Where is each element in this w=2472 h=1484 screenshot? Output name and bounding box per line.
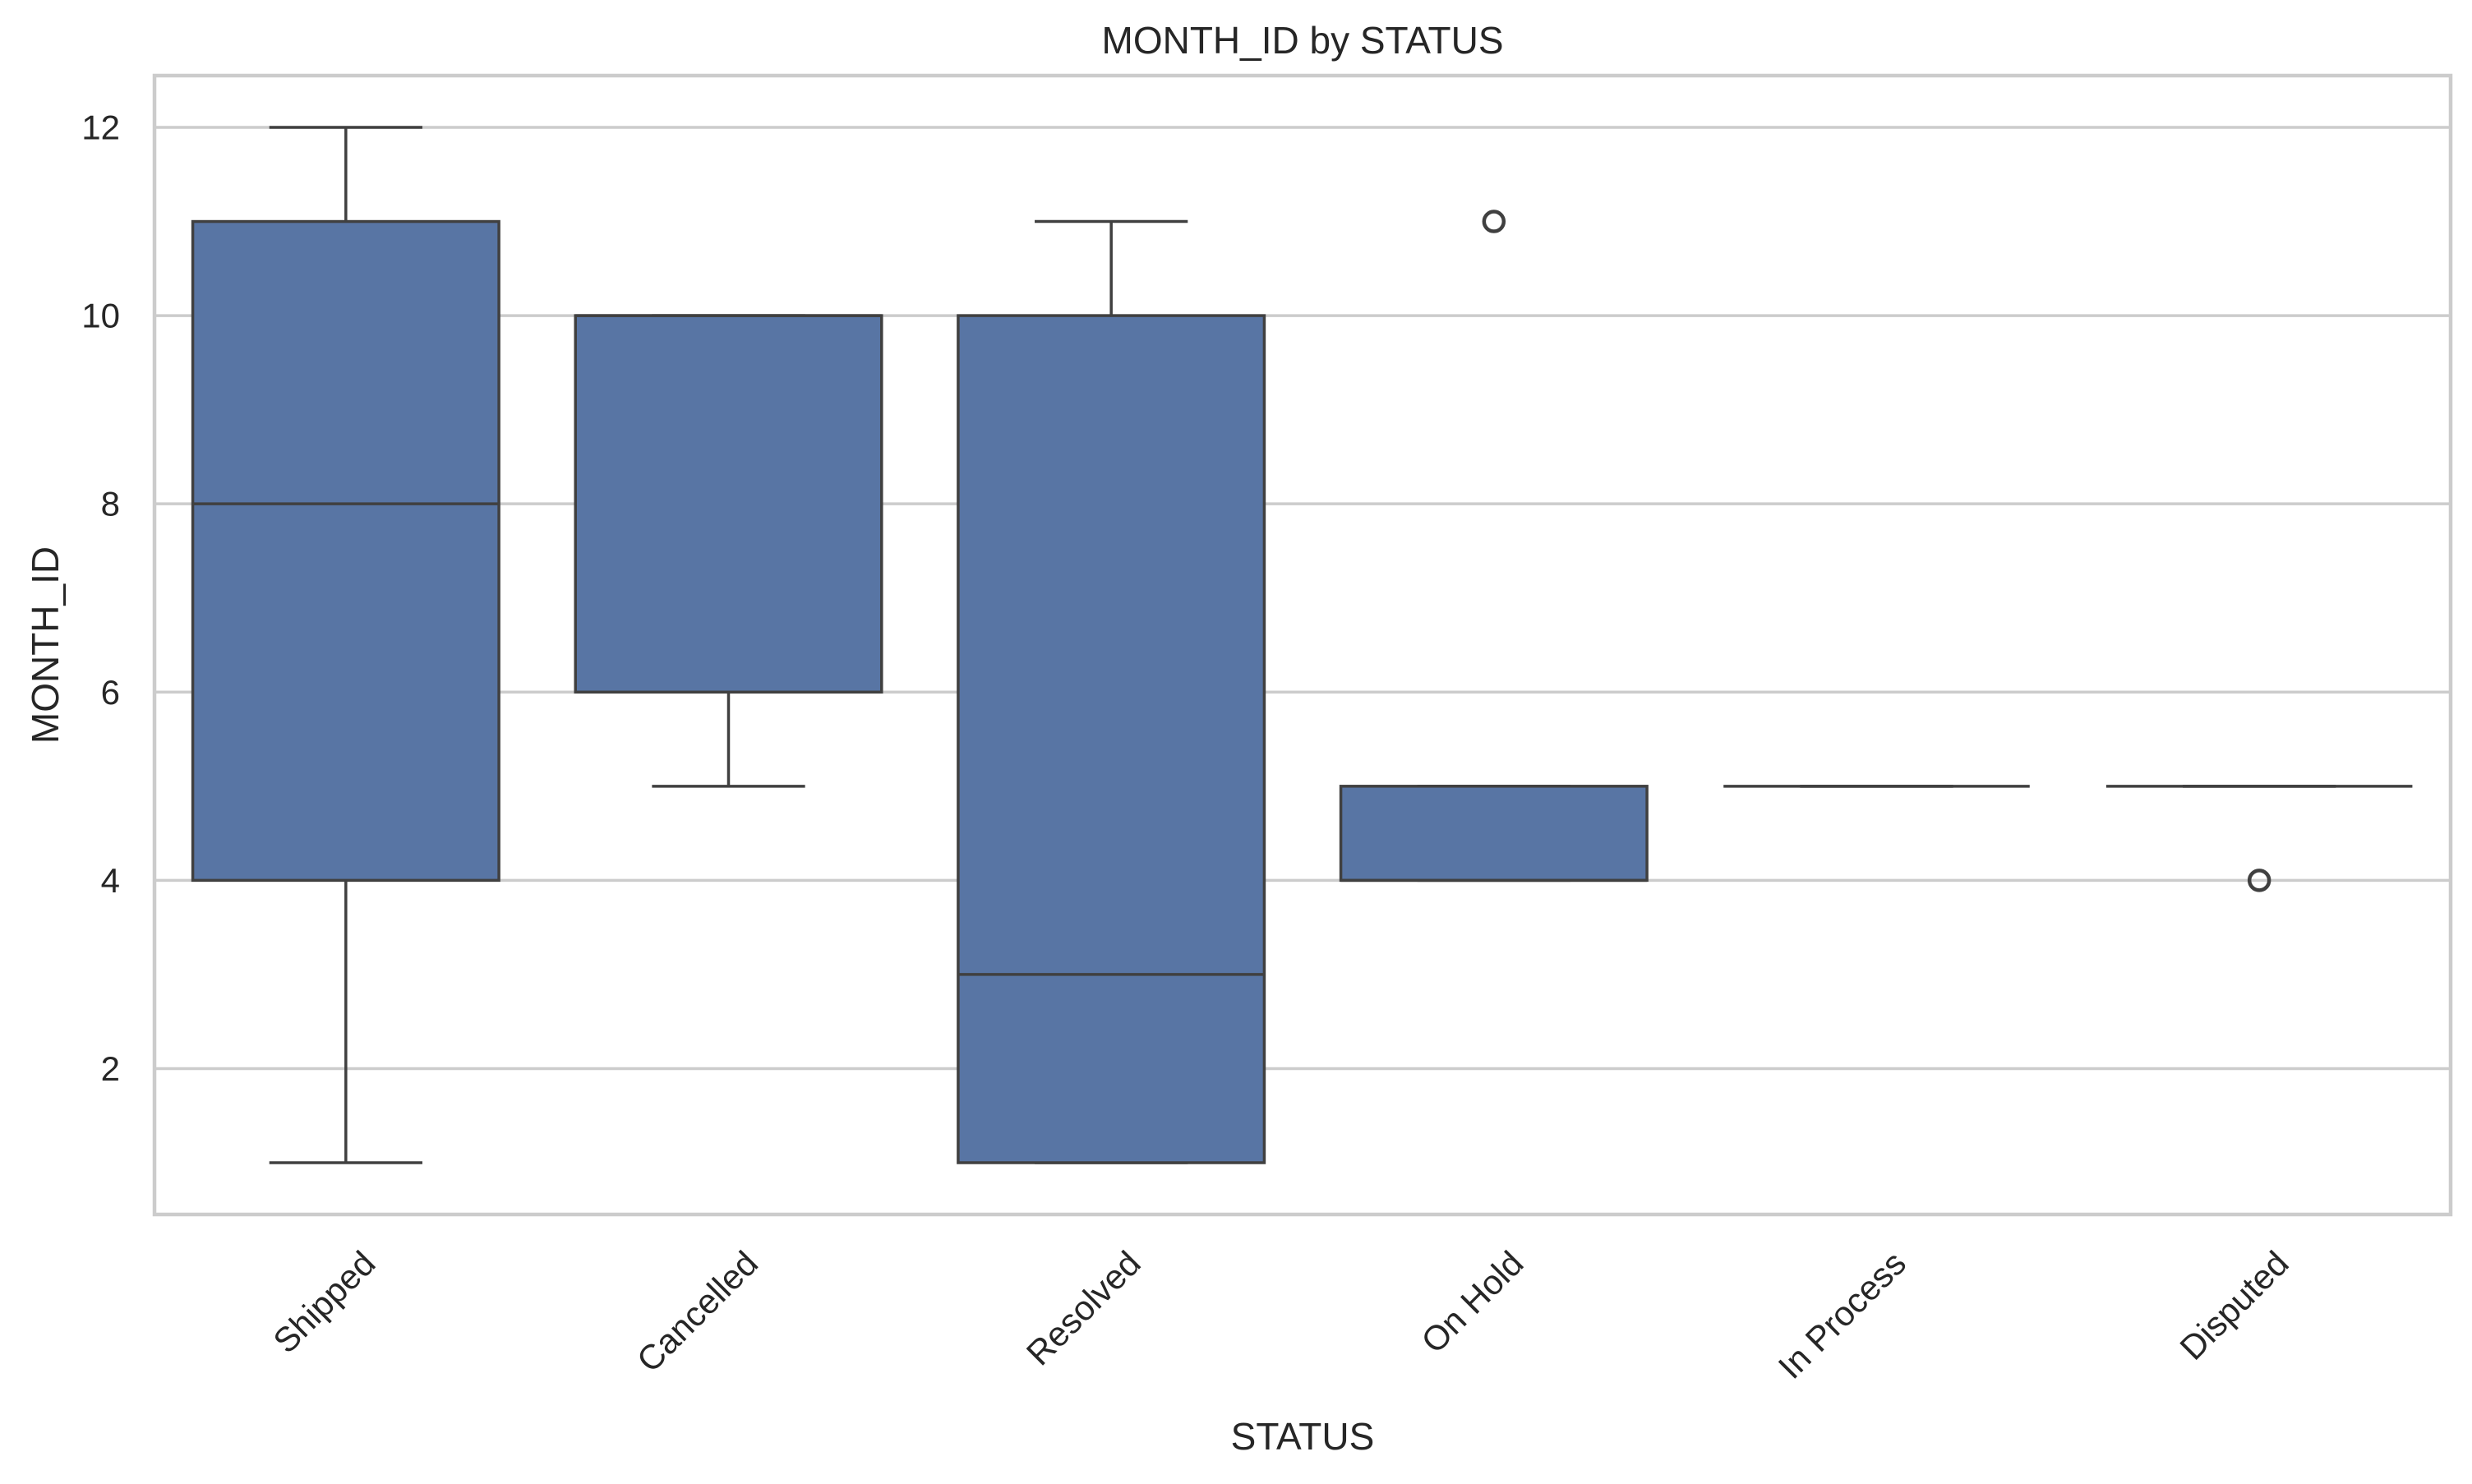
plot-frame [152, 73, 2453, 1217]
box-group-shipped [191, 126, 500, 1164]
y-tick-label: 10 [81, 297, 120, 335]
y-tick-label: 6 [101, 673, 120, 712]
box-group-cancelled [574, 314, 883, 788]
y-axis-ticks: 2 4 6 8 10 12 [81, 108, 120, 1088]
outlier-point [2247, 869, 2271, 892]
y-tick-label: 2 [101, 1049, 120, 1088]
box-body [574, 314, 883, 694]
chart-title: MONTH_ID by STATUS [1102, 19, 1504, 62]
box-body [191, 219, 500, 883]
box-body [957, 314, 1266, 1164]
box-group-on-hold [1339, 210, 1649, 883]
y-axis-label: MONTH_ID [24, 546, 67, 744]
y-tick-label: 4 [101, 861, 120, 900]
y-tick-label: 8 [101, 485, 120, 523]
box-series [191, 126, 2413, 1164]
box-group-disputed [2105, 785, 2413, 892]
x-axis-label: STATUS [1231, 1415, 1375, 1458]
box-body [1339, 785, 1649, 883]
y-tick-label: 12 [81, 108, 120, 147]
box-group-resolved [957, 219, 1266, 1164]
outlier-point [1482, 210, 1506, 233]
grid-lines [154, 126, 2451, 1071]
